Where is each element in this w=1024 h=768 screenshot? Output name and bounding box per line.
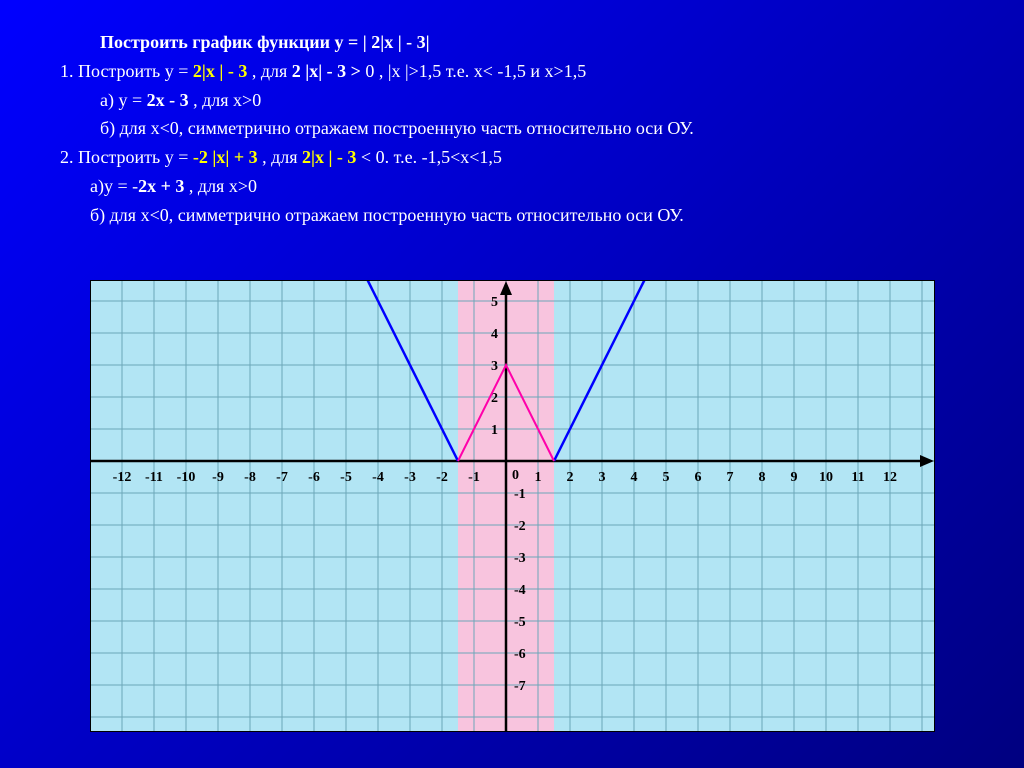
svg-text:-6: -6 [308, 470, 320, 485]
svg-text:-10: -10 [177, 470, 196, 485]
svg-text:-8: -8 [244, 470, 256, 485]
svg-text:6: 6 [695, 470, 702, 485]
chart-svg: -12-11-10-9-8-7-6-5-4-3-2-10123456789101… [91, 281, 934, 731]
svg-text:-11: -11 [145, 470, 163, 485]
svg-text:-4: -4 [514, 583, 526, 598]
svg-text:1: 1 [491, 423, 498, 438]
svg-text:3: 3 [599, 470, 606, 485]
explanation-text: Построить график функции у = | 2|х | - 3… [60, 28, 980, 230]
svg-text:8: 8 [759, 470, 766, 485]
line-6: б) для х<0, симметрично отражаем построе… [90, 201, 980, 230]
svg-text:-1: -1 [514, 487, 526, 502]
svg-text:4: 4 [491, 327, 498, 342]
svg-text:-5: -5 [340, 470, 352, 485]
svg-text:5: 5 [663, 470, 670, 485]
svg-text:5: 5 [491, 295, 498, 310]
line-2: a) у = 2х - 3 , для х>0 [100, 86, 980, 115]
svg-text:-7: -7 [276, 470, 288, 485]
svg-text:-2: -2 [514, 519, 526, 534]
svg-text:-5: -5 [514, 615, 526, 630]
svg-text:12: 12 [883, 470, 897, 485]
svg-text:-6: -6 [514, 647, 526, 662]
svg-text:-3: -3 [514, 551, 526, 566]
svg-text:10: 10 [819, 470, 833, 485]
svg-text:-4: -4 [372, 470, 384, 485]
svg-text:-9: -9 [212, 470, 224, 485]
svg-text:-7: -7 [514, 679, 526, 694]
title: Построить график функции у = | 2|х | - 3… [100, 28, 980, 57]
function-graph: -12-11-10-9-8-7-6-5-4-3-2-10123456789101… [90, 280, 935, 732]
line-5: а)у = -2х + 3 , для х>0 [90, 172, 980, 201]
svg-text:2: 2 [567, 470, 574, 485]
line-3: б) для х<0, симметрично отражаем построе… [100, 114, 980, 143]
svg-text:-1: -1 [468, 470, 480, 485]
svg-text:11: 11 [851, 470, 864, 485]
svg-text:0: 0 [512, 468, 519, 483]
line-4: 2. Построить у = -2 |х| + 3 , для 2|х | … [60, 143, 980, 172]
line-1: 1. Построить у = 2|х | - 3 , для 2 |х| -… [60, 57, 980, 86]
svg-text:4: 4 [631, 470, 638, 485]
svg-text:-2: -2 [436, 470, 448, 485]
svg-text:9: 9 [791, 470, 798, 485]
svg-text:-12: -12 [113, 470, 132, 485]
svg-text:-3: -3 [404, 470, 416, 485]
svg-text:7: 7 [727, 470, 734, 485]
svg-text:1: 1 [535, 470, 542, 485]
svg-text:3: 3 [491, 359, 498, 374]
